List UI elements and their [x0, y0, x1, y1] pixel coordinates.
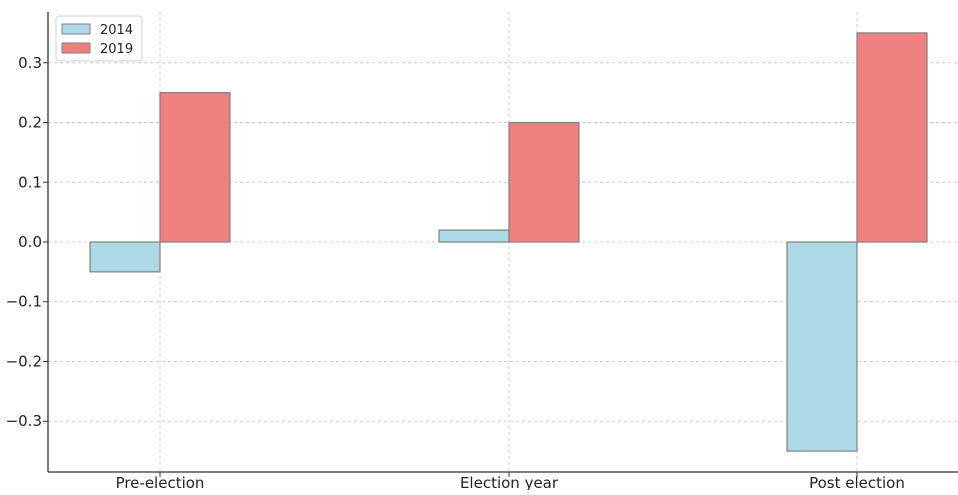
legend-label-2019: 2019 — [100, 42, 133, 57]
y-tick-label: −0.3 — [6, 412, 42, 430]
legend-swatch-2014 — [61, 23, 91, 35]
tick-labels: −0.3 −0.2 −0.1 0.0 0.1 0.2 0.3 Pre-election Elec… — [6, 54, 905, 492]
x-tick-label: Election year — [460, 474, 559, 490]
bars — [89, 32, 928, 452]
bar-2019-post-election — [856, 32, 928, 243]
y-tick-label: 0.1 — [18, 173, 42, 191]
legend-label-2014: 2014 — [100, 23, 133, 38]
y-tick-label: −0.2 — [6, 352, 42, 370]
x-tick-label: Post election — [809, 474, 905, 490]
bar-2014-election-year — [438, 229, 510, 243]
bar-2019-election-year — [508, 121, 580, 243]
bar-2014-post-election — [786, 241, 858, 452]
legend-swatch-2019 — [61, 42, 91, 54]
bar-2019-pre-election — [159, 92, 231, 243]
x-tick-label: Pre-election — [116, 474, 205, 490]
bar-2014-pre-election — [89, 241, 161, 273]
y-tick-label: 0.3 — [18, 54, 42, 72]
y-tick-label: −0.1 — [6, 293, 42, 311]
y-tick-label: 0.0 — [18, 233, 42, 251]
legend: 2014 2019 — [55, 15, 143, 62]
y-tick-label: 0.2 — [18, 114, 42, 132]
